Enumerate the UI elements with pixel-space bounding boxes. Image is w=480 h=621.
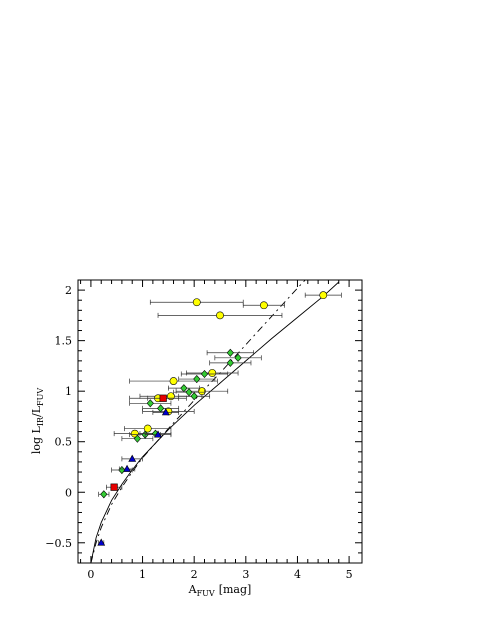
triangle-marker xyxy=(97,538,106,546)
circle-marker xyxy=(208,369,217,377)
circle-marker xyxy=(259,301,268,310)
x-tick-label: 1 xyxy=(139,568,146,581)
diamond-marker xyxy=(226,348,234,357)
diamond-marker xyxy=(185,388,193,397)
diamond-marker xyxy=(157,404,165,413)
diamond-marker xyxy=(234,353,242,362)
axis-ticks: 0 1 2 3 4 5 −0.5 0 0.5 1 1.5 2 xyxy=(45,280,362,581)
dashed-model-curve xyxy=(90,279,306,564)
diamond-data-point xyxy=(178,392,211,401)
model-curves xyxy=(90,279,340,564)
square-marker xyxy=(159,394,167,402)
diamond-data-point xyxy=(142,404,180,413)
diamond-marker xyxy=(133,434,141,443)
x-tick-label: 2 xyxy=(191,568,198,581)
diamond-data-point xyxy=(98,490,110,499)
diamond-data-point xyxy=(206,348,254,357)
y-tick-label: 1.5 xyxy=(55,335,73,348)
circle-data-point xyxy=(149,298,244,307)
circle-data-point xyxy=(129,377,218,385)
circle-marker xyxy=(169,377,178,385)
y-tick-label: −0.5 xyxy=(45,537,72,550)
x-tick-label: 0 xyxy=(87,568,94,581)
diamond-data-point xyxy=(129,399,172,408)
square-data-point xyxy=(106,483,123,491)
diamond-marker xyxy=(193,374,201,384)
triangle-data-point xyxy=(144,430,172,438)
triangle-marker xyxy=(123,464,131,472)
diamond-marker xyxy=(226,358,234,367)
diamond-data-point xyxy=(168,384,200,393)
circle-data-point xyxy=(124,424,172,433)
diamond-data-point xyxy=(121,434,154,443)
circle-data-point xyxy=(242,301,285,310)
square-marker xyxy=(110,483,118,491)
x-tick-label: 4 xyxy=(294,568,301,581)
data-points xyxy=(97,291,342,546)
triangle-marker xyxy=(128,454,137,462)
solid-model-curve xyxy=(90,281,340,564)
triangle-data-point xyxy=(121,454,143,462)
triangle-marker xyxy=(161,408,170,416)
y-tick-label: 1 xyxy=(65,385,72,398)
x-tick-label: 5 xyxy=(346,568,353,581)
square-data-point xyxy=(147,394,180,402)
diamond-data-point xyxy=(178,374,216,384)
circle-marker xyxy=(192,298,201,307)
diamond-data-point xyxy=(214,353,262,362)
diamond-marker xyxy=(180,384,188,393)
diamond-marker xyxy=(100,490,108,499)
triangle-data-point xyxy=(118,464,136,472)
y-axis-label: log LIR/LFUV xyxy=(30,388,45,454)
diamond-data-point xyxy=(173,388,205,397)
y-tick-label: 0.5 xyxy=(55,436,73,449)
circle-data-point xyxy=(304,291,342,300)
y-tick-label: 0 xyxy=(65,486,72,499)
diamond-marker xyxy=(190,392,198,401)
x-axis-label: AFUV [mag] xyxy=(188,583,252,598)
diamond-marker xyxy=(200,369,209,379)
circle-marker xyxy=(143,424,152,433)
x-tick-label: 3 xyxy=(242,568,249,581)
plot-frame xyxy=(77,279,363,564)
circle-marker xyxy=(130,429,139,438)
circle-marker xyxy=(216,311,224,320)
triangle-marker xyxy=(154,430,162,438)
diamond-marker xyxy=(146,399,154,408)
diamond-data-point xyxy=(209,358,252,367)
triangle-data-point xyxy=(97,538,106,546)
diamond-data-point xyxy=(180,369,229,379)
y-tick-label: 2 xyxy=(65,284,72,297)
circle-marker xyxy=(198,387,206,396)
triangle-data-point xyxy=(152,408,180,416)
circle-data-point xyxy=(186,369,239,377)
circle-data-point xyxy=(157,311,283,320)
circle-marker xyxy=(319,291,328,300)
